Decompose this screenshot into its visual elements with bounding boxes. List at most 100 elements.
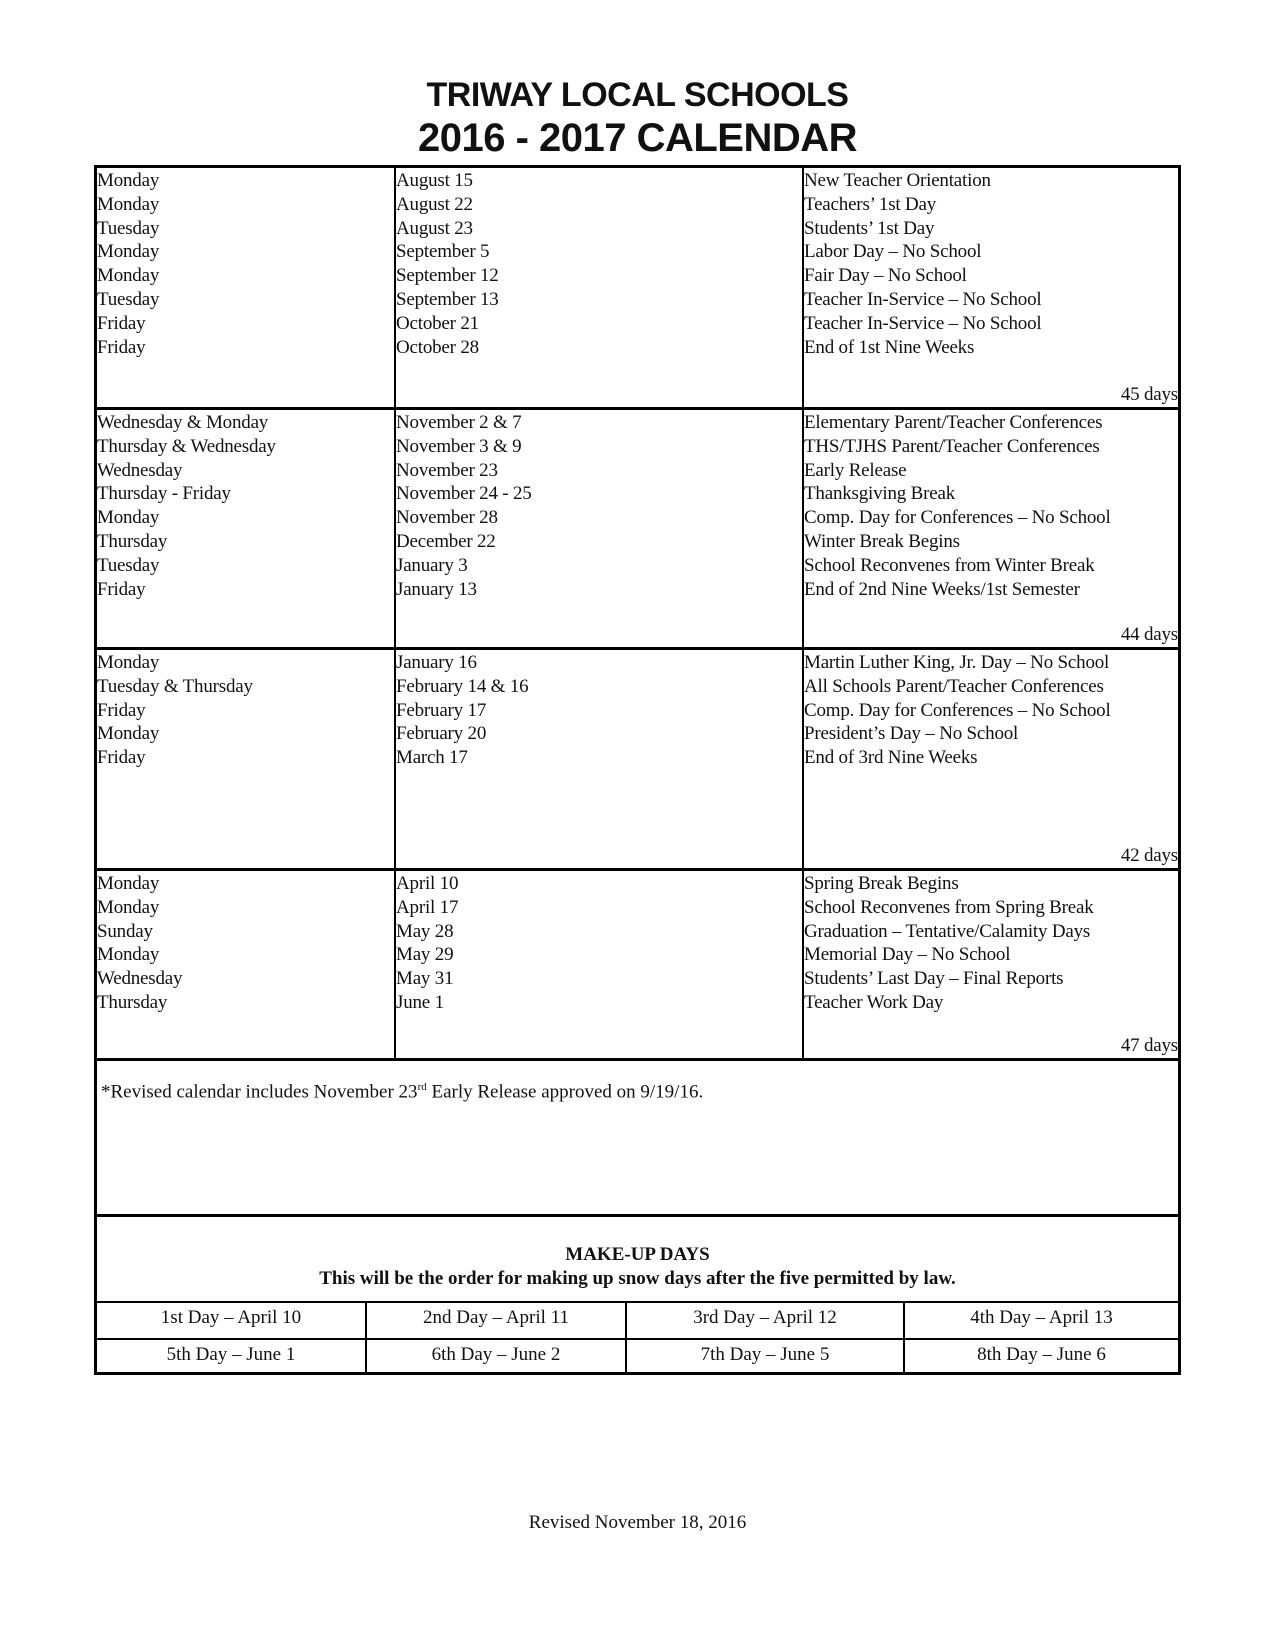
day-column: Monday Monday Sunday Monday Wednesday Thursda… (97, 871, 396, 1058)
date-entry: February 17 (396, 699, 487, 721)
event-entry: Students’ 1st Day (804, 217, 935, 239)
makeup-section: MAKE-UP DAYS This will be the order for … (97, 1217, 1178, 1375)
event-entry: Teacher Work Day (804, 991, 944, 1013)
day-entry: Wednesday & Monday (97, 412, 269, 433)
event-entry: School Reconvenes from Winter Break (804, 554, 1095, 576)
event-column: Martin Luther King, Jr. Day – No School A… (804, 650, 1178, 868)
event-entry: Early Release (804, 459, 907, 481)
event-entry: School Reconvenes from Spring Break (804, 896, 1094, 918)
event-entry: Winter Break Begins (804, 530, 960, 552)
makeup-title: MAKE-UP DAYS (565, 1244, 710, 1265)
event-entry: End of 2nd Nine Weeks/1st Semester (804, 578, 1080, 600)
makeup-day: 7th Day – June 5 (627, 1340, 905, 1375)
term-section: Wednesday & Monday Thursday & Wednesday We… (97, 410, 1178, 650)
event-entry: End of 3rd Nine Weeks (804, 747, 978, 769)
day-entry: Monday (97, 873, 160, 894)
day-entry: Monday (97, 241, 160, 263)
date-entry: November 24 - 25 (396, 483, 532, 505)
date-entry: August 23 (396, 217, 473, 239)
makeup-day: 2nd Day – April 11 (367, 1303, 627, 1338)
day-entry: Sunday (97, 920, 153, 942)
date-column: August 15 August 22 August 23 September 5 Se… (396, 168, 804, 407)
date-column: January 16 February 14 & 16 February 17 Feb… (396, 650, 804, 868)
day-column: Wednesday & Monday Thursday & Wednesday We… (97, 410, 396, 647)
makeup-day: 1st Day – April 10 (97, 1303, 367, 1338)
makeup-day: 6th Day – June 2 (367, 1340, 627, 1375)
day-entry: Monday (97, 723, 160, 745)
day-entry: Monday (97, 652, 160, 673)
event-entry: Teacher In-Service – No School (804, 288, 1042, 310)
day-entry: Friday (97, 312, 146, 334)
event-entry: Graduation – Tentative/Calamity Days (804, 920, 1091, 942)
date-column: April 10 April 17 May 28 May 29 May 31 June 1 (396, 871, 804, 1058)
date-entry: September 13 (396, 288, 499, 310)
day-entry: Tuesday (97, 554, 160, 576)
date-entry: February 14 & 16 (396, 675, 529, 697)
date-entry: October 21 (396, 312, 479, 334)
term-section: Monday Monday Tuesday Monday Monday Tuesday Fr… (97, 168, 1178, 410)
date-entry: November 23 (396, 459, 498, 481)
date-entry: April 17 (396, 896, 459, 918)
day-count: 47 days (1120, 1035, 1178, 1057)
day-entry: Thursday (97, 530, 168, 552)
event-entry: Thanksgiving Break (804, 483, 956, 505)
date-entry: November 28 (396, 507, 498, 529)
day-entry: Monday (97, 170, 160, 191)
calendar-title: 2016 - 2017 CALENDAR (417, 116, 858, 160)
event-entry: Students’ Last Day – Final Reports (804, 968, 1064, 990)
event-entry: THS/TJHS Parent/Teacher Conferences (804, 435, 1100, 457)
day-entry: Friday (97, 336, 146, 358)
day-count: 42 days (1120, 845, 1178, 867)
makeup-day: 4th Day – April 13 (970, 1307, 1113, 1328)
day-entry: Friday (97, 699, 146, 721)
term-section: Monday Tuesday & Thursday Friday Monday Frid… (97, 650, 1178, 871)
day-entry: Tuesday (97, 288, 160, 310)
event-entry: Spring Break Begins (804, 873, 959, 894)
makeup-day: 8th Day – June 6 (977, 1344, 1106, 1365)
day-count: 44 days (1120, 624, 1178, 646)
event-entry: Memorial Day – No School (804, 944, 1011, 966)
event-entry: Comp. Day for Conferences – No School (804, 699, 1111, 721)
event-entry: Teacher In-Service – No School (804, 312, 1042, 334)
date-entry: December 22 (396, 530, 496, 552)
date-entry: October 28 (396, 336, 479, 358)
day-column: Monday Monday Tuesday Monday Monday Tuesday Fr… (97, 168, 396, 407)
date-entry: May 28 (396, 920, 454, 942)
day-entry: Wednesday (97, 459, 183, 481)
event-entry: Labor Day – No School (804, 241, 982, 263)
date-entry: February 20 (396, 723, 487, 745)
date-entry: November 2 & 7 (396, 412, 522, 433)
makeup-subtitle: This will be the order for making up sno… (319, 1268, 956, 1289)
date-column: November 2 & 7 November 3 & 9 November 23 N… (396, 410, 804, 647)
day-entry: Monday (97, 944, 160, 966)
event-entry: End of 1st Nine Weeks (804, 336, 975, 358)
day-entry: Thursday & Wednesday (97, 435, 276, 457)
day-entry: Monday (97, 896, 160, 918)
day-count: 45 days (1120, 384, 1178, 406)
date-entry: September 5 (396, 241, 490, 263)
term-section: Monday Monday Sunday Monday Wednesday Thursda… (97, 871, 1178, 1061)
event-column: Elementary Parent/Teacher Conferences THS… (804, 410, 1178, 647)
note-section: *Revised calendar includes November 23rd… (97, 1061, 1178, 1217)
date-entry: January 3 (396, 554, 468, 576)
revised-date: Revised November 18, 2016 (528, 1512, 747, 1533)
event-column: Spring Break Begins School Reconvenes fro… (804, 871, 1178, 1058)
event-column: New Teacher Orientation Teachers’ 1st Day… (804, 168, 1178, 407)
day-entry: Monday (97, 193, 160, 215)
day-entry: Monday (97, 265, 160, 287)
event-entry: President’s Day – No School (804, 723, 1019, 745)
day-entry: Thursday - Friday (97, 483, 231, 505)
day-entry: Tuesday & Thursday (97, 675, 253, 697)
date-entry: January 16 (396, 652, 477, 673)
day-entry: Thursday (97, 991, 168, 1013)
day-entry: Tuesday (97, 217, 160, 239)
day-column: Monday Tuesday & Thursday Friday Monday Frid… (97, 650, 396, 868)
school-name: TRIWAY LOCAL SCHOOLS (426, 76, 849, 114)
event-entry: Elementary Parent/Teacher Conferences (804, 412, 1103, 433)
date-entry: May 31 (396, 968, 454, 990)
event-entry: New Teacher Orientation (804, 170, 991, 191)
date-entry: August 15 (396, 170, 473, 191)
day-entry: Friday (97, 578, 146, 600)
date-entry: June 1 (396, 991, 444, 1013)
date-entry: August 22 (396, 193, 473, 215)
